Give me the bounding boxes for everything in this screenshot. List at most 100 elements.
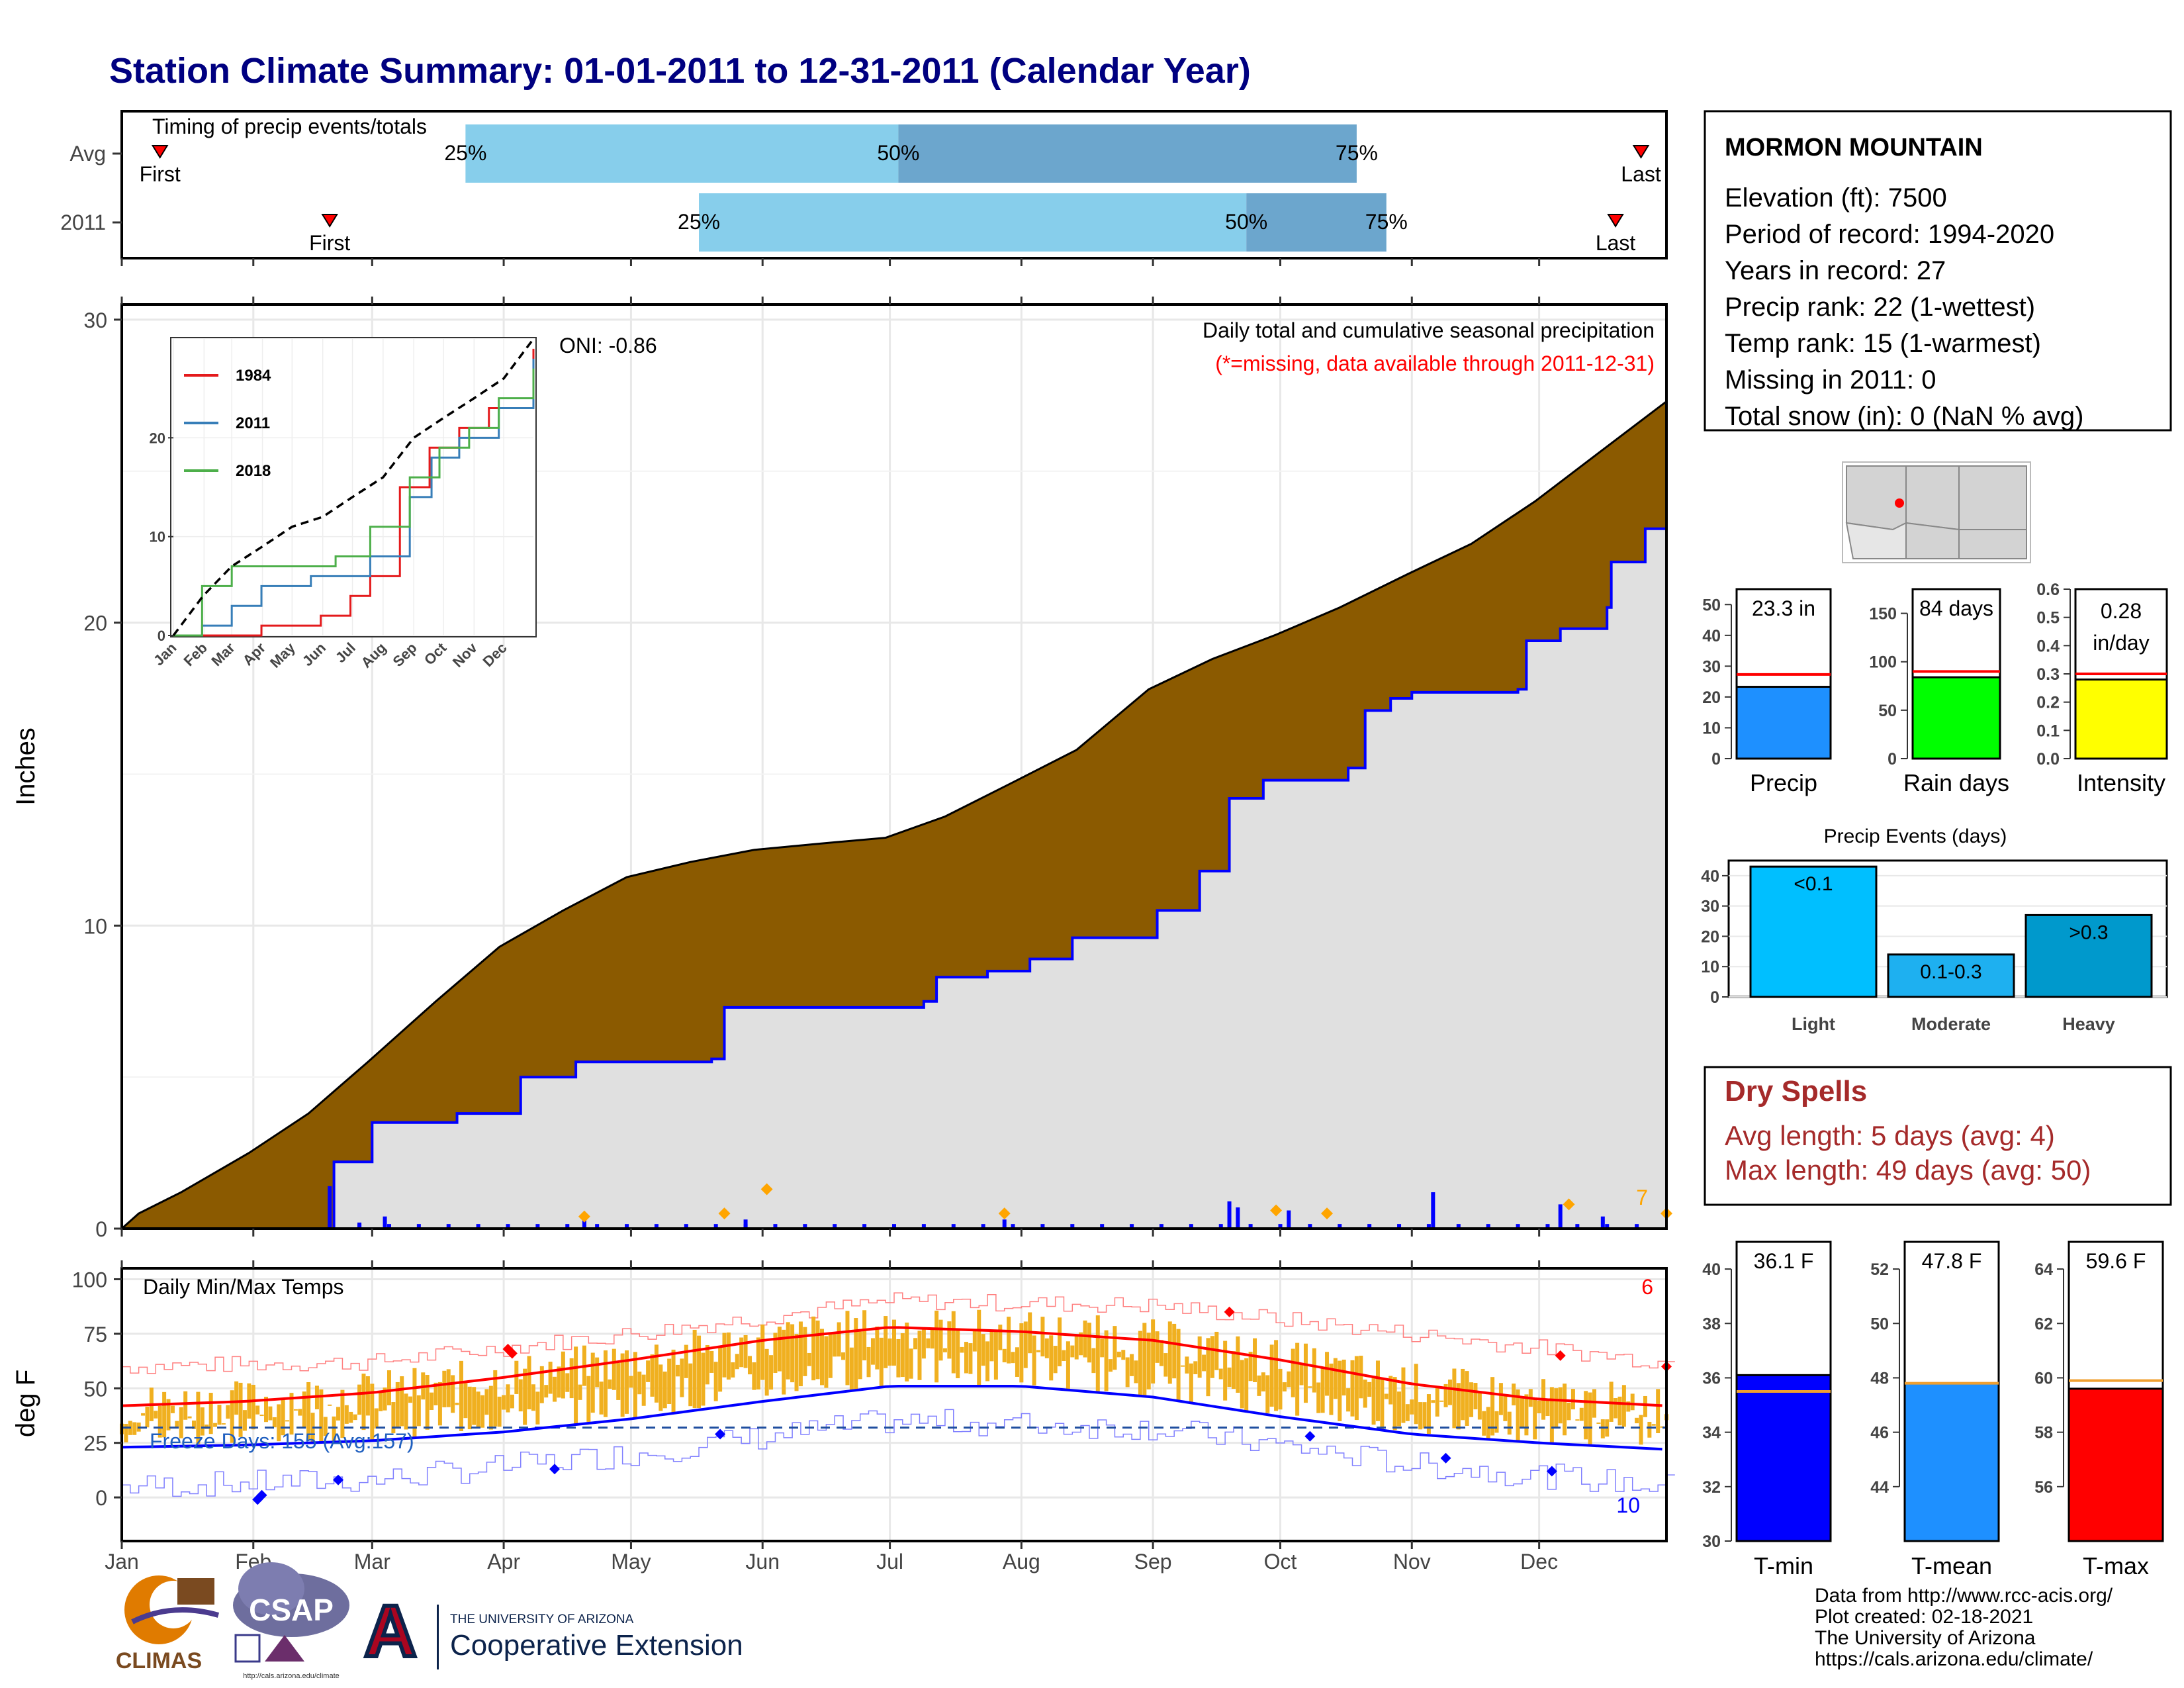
daily-precip-bar <box>1516 1224 1520 1229</box>
daily-temp-bar <box>145 1406 150 1428</box>
precip-event-bar-label: <0.1 <box>1794 873 1833 895</box>
daily-temp-bar <box>226 1405 230 1419</box>
precip-event-bar <box>2025 914 2153 998</box>
daily-temp-bar <box>713 1362 718 1401</box>
cumulative-average-line <box>122 522 1668 1230</box>
daily-precip-bar <box>1456 1224 1461 1229</box>
daily-precip-bar <box>565 1224 570 1229</box>
summary-bar-name: Rain days <box>1903 769 2009 796</box>
daily-temp-bar <box>1011 1352 1015 1364</box>
mini-bar-tick: 40 <box>1702 1260 1721 1279</box>
daily-temp-bar <box>506 1384 510 1413</box>
daily-temp-bar <box>544 1385 549 1398</box>
daily-temp-bar <box>221 1423 226 1425</box>
daily-temp-bar <box>964 1342 969 1374</box>
daily-precip-bar <box>416 1224 421 1229</box>
inset-ytick: 10 <box>150 529 165 545</box>
daily-temp-bar <box>1206 1338 1210 1397</box>
precip-extreme-marker <box>718 1207 731 1220</box>
daily-temp-bar <box>1197 1336 1202 1378</box>
daily-temp-bar <box>1291 1348 1295 1397</box>
daily-temp-bar <box>1109 1359 1113 1372</box>
daily-temp-bar <box>866 1346 871 1378</box>
daily-temp-bar <box>1570 1389 1575 1410</box>
daily-temp-bar <box>442 1370 447 1407</box>
daily-temp-bar <box>217 1405 222 1425</box>
month-label: Nov <box>1393 1550 1431 1573</box>
inset-legend-label: 2018 <box>236 462 271 480</box>
footer-line: Data from http://www.rcc-acis.org/ <box>1815 1585 2113 1607</box>
daily-temp-bar <box>1257 1375 1261 1396</box>
daily-precip-bar <box>1248 1224 1253 1229</box>
daily-temp-bar <box>930 1329 934 1349</box>
daily-temp-bar <box>662 1371 667 1409</box>
daily-temp-bar <box>718 1346 723 1392</box>
daily-temp-bar <box>1287 1371 1291 1387</box>
daily-temp-bar <box>1329 1363 1334 1415</box>
record-high-line <box>122 1292 1675 1374</box>
daily-temp-bar <box>183 1391 188 1420</box>
daily-temp-bar <box>1316 1382 1321 1413</box>
summary-bar <box>2068 1387 2164 1542</box>
mini-bar-tick: 40 <box>1702 627 1721 645</box>
precip-event-category: Light <box>1792 1014 1835 1034</box>
daily-temp-bar <box>408 1396 413 1403</box>
daily-temp-bar <box>612 1348 616 1390</box>
daily-precip-bar <box>1367 1224 1372 1229</box>
daily-temp-bar <box>1375 1360 1380 1421</box>
mini-bar-tick: 10 <box>1702 719 1721 737</box>
daily-precip-bar <box>1635 1224 1639 1229</box>
daily-temp-bar <box>688 1363 693 1407</box>
daily-temp-bar <box>535 1391 540 1425</box>
daily-temp-bar <box>553 1376 557 1402</box>
daily-temp-bar <box>1554 1388 1559 1429</box>
precip-event-category: Moderate <box>1911 1014 1991 1034</box>
daily-temp-bar <box>208 1393 213 1434</box>
daily-temp-bar <box>1473 1383 1478 1410</box>
record-low-marker <box>715 1429 726 1440</box>
daily-temp-bar <box>938 1319 943 1361</box>
daily-precip-bar <box>582 1219 586 1229</box>
daily-temp-bar <box>726 1332 731 1380</box>
daily-temp-bar <box>1325 1352 1330 1396</box>
month-label: May <box>611 1550 651 1573</box>
daily-temp-bar <box>1614 1398 1618 1419</box>
daily-temp-bar <box>722 1333 727 1378</box>
daily-temp-bar <box>833 1334 837 1357</box>
precip-ytick: 30 <box>83 308 107 332</box>
mini-bar-tick: 38 <box>1702 1315 1721 1333</box>
station-info-line: Precip rank: 22 (1-wettest) <box>1725 293 2035 322</box>
daily-temp-bar <box>1600 1419 1605 1438</box>
daily-precip-bar <box>684 1224 688 1229</box>
timing-percentile-label: 25% <box>678 210 720 234</box>
daily-temp-bar <box>1635 1417 1639 1424</box>
summary-bar-value: 47.8 F <box>1922 1249 1982 1273</box>
daily-temp-bar <box>451 1375 455 1413</box>
daily-temp-bar <box>1053 1346 1058 1374</box>
daily-precip-bar <box>1011 1224 1015 1229</box>
events-ytick: 20 <box>1701 927 1719 946</box>
mini-bar-tick: 48 <box>1870 1369 1889 1387</box>
daily-temp-bar <box>828 1333 833 1378</box>
daily-temp-bar <box>1032 1335 1036 1385</box>
daily-temp-bar <box>455 1403 459 1405</box>
daily-temp-bar <box>1533 1399 1537 1440</box>
inset-ytick: 20 <box>150 430 165 446</box>
precip-extreme-marker <box>1270 1204 1283 1217</box>
mini-bar-tick: 56 <box>2034 1478 2053 1497</box>
daily-temp-bar <box>1359 1356 1363 1399</box>
daily-precip-bar <box>862 1224 867 1229</box>
daily-precip-bar <box>1397 1224 1402 1229</box>
daily-temp-bar <box>1155 1331 1160 1363</box>
daily-temp-bar <box>960 1346 964 1353</box>
daily-temp-bar <box>319 1389 324 1443</box>
daily-temp-bar <box>1584 1391 1588 1440</box>
daily-temp-bar <box>365 1376 370 1416</box>
daily-temp-bar <box>701 1352 705 1406</box>
daily-temp-bar <box>196 1391 201 1444</box>
daily-temp-bar <box>1125 1357 1130 1387</box>
daily-temp-bar <box>892 1319 896 1366</box>
daily-temp-bar <box>731 1362 735 1378</box>
mini-bar-tick: 150 <box>1869 605 1897 624</box>
record-low-marker <box>1440 1452 1451 1464</box>
